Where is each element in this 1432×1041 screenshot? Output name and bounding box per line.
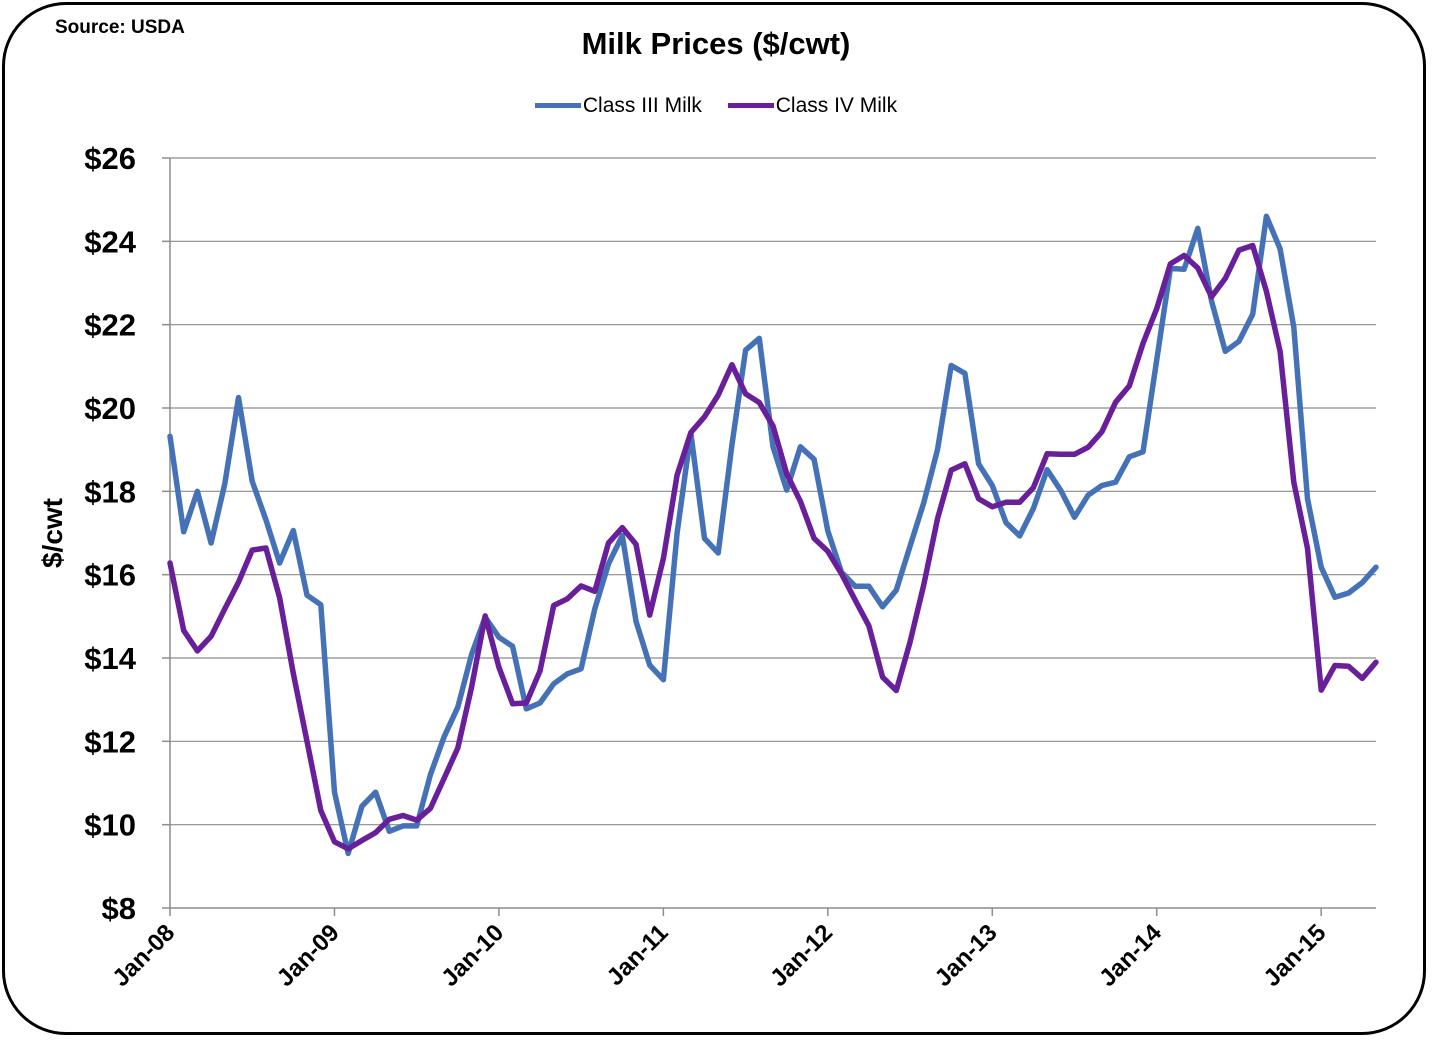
legend-swatch-class-iv (727, 103, 774, 108)
y-tick-label: $10 (84, 808, 136, 843)
x-tick-label: Jan-08 (107, 919, 180, 992)
x-tick-label: Jan-10 (436, 919, 509, 992)
x-tick-label: Jan-14 (1094, 919, 1167, 992)
x-tick-label: Jan-11 (602, 919, 674, 991)
y-tick-label: $18 (84, 474, 136, 509)
source-note: Source: USDA (55, 17, 185, 38)
axes (169, 158, 1376, 909)
y-tick-label: $16 (84, 558, 136, 593)
x-tick-label: Jan-13 (930, 919, 1003, 992)
y-tick-label: $22 (84, 308, 136, 343)
y-tick-label: $12 (84, 724, 136, 759)
legend-item-class-iv: Class IV Milk (727, 93, 898, 118)
series-line-class-iv (167, 242, 1379, 852)
x-tick-label: Jan-09 (272, 919, 345, 992)
chart-title: Milk Prices ($/cwt) (581, 26, 851, 61)
y-tick-label: $24 (84, 224, 136, 259)
gridlines (170, 157, 1376, 826)
legend-label-class-iii: Class III Milk (582, 93, 702, 117)
y-axis-label: $/cwt (37, 498, 68, 568)
series-line-class-iii (167, 213, 1379, 857)
x-axis-ticks: Jan-08 Jan-09 Jan-10 Jan-11 Jan-12 Jan-13 Jan-… (107, 908, 1331, 992)
legend: Class III Milk Class IV Milk (0, 90, 1432, 118)
y-axis-ticks: $8 $10 $12 $14 $16 $18 $20 $22 $24 $26 (84, 141, 170, 926)
x-tick-label: Jan-15 (1259, 919, 1332, 992)
x-tick-label: Jan-12 (765, 919, 838, 992)
y-tick-label: $26 (84, 141, 136, 176)
legend-item-class-iii: Class III Milk (534, 93, 702, 118)
y-tick-label: $20 (84, 391, 136, 426)
y-tick-label: $14 (84, 641, 136, 676)
y-tick-label: $8 (102, 891, 136, 926)
series-lines (167, 213, 1379, 857)
legend-swatch-class-iii (534, 103, 581, 108)
legend-label-class-iv: Class IV Milk (775, 93, 898, 117)
